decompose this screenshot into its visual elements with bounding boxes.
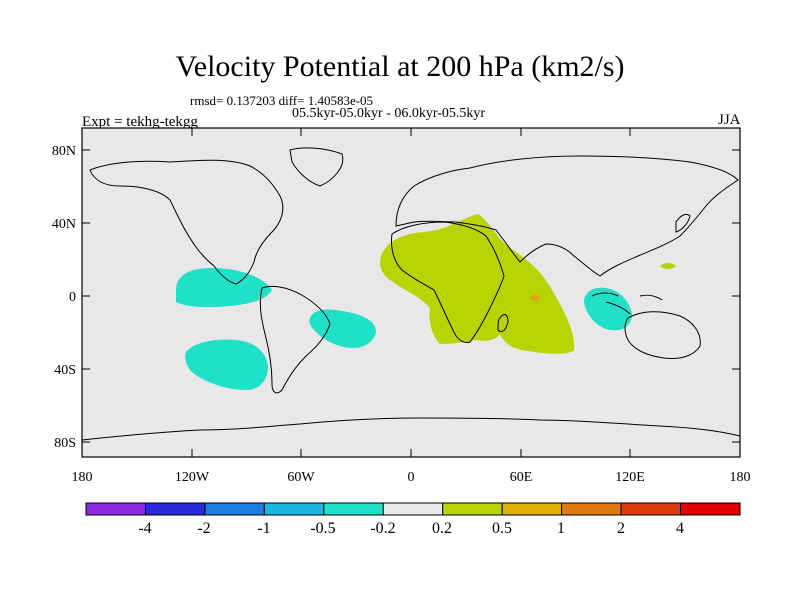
positive-strong-regions (530, 295, 540, 301)
coastline-greenland (289, 147, 344, 187)
colorbar-label: -1 (257, 520, 270, 537)
positive-strong-spot (530, 295, 540, 301)
colorbar-swatch (620, 502, 682, 516)
map-title: Velocity Potential at 200 hPa (km2/s) (175, 50, 625, 83)
season-label: JJA (718, 112, 741, 128)
colorbar-label: -0.5 (310, 520, 335, 537)
periods-label: 05.5kyr-05.0kyr - 06.0kyr-05.5kyr (292, 106, 486, 121)
negative-region-east-pacific (176, 268, 272, 308)
colorbar-label: 4 (676, 520, 684, 537)
lat-label: 40S (54, 363, 76, 378)
colorbar-label: -2 (197, 520, 210, 537)
lon-label: 120W (175, 470, 210, 485)
colorbar-swatch (501, 502, 563, 516)
colorbar (85, 502, 741, 516)
colorbar-swatch (323, 502, 384, 516)
colorbar-label: 0.5 (492, 520, 512, 537)
positive-region-west-pacific (660, 263, 676, 269)
coastline-south-america (259, 285, 331, 394)
colorbar-swatch (442, 502, 503, 516)
negative-anomaly-regions (176, 268, 632, 390)
stats-label: rmsd= 0.137203 diff= 1.40583e-05 (190, 93, 374, 108)
negative-region-south-pacific (185, 339, 268, 390)
colorbar-swatch (382, 502, 444, 516)
lon-label: 180 (730, 470, 751, 485)
colorbar-swatch (85, 502, 146, 516)
colorbar-label: -0.2 (370, 520, 395, 537)
lat-label: 80S (54, 436, 76, 451)
coastline-madagascar (497, 314, 509, 333)
coastline-japan (675, 213, 691, 233)
negative-region-south-atlantic (309, 309, 376, 348)
colorbar-swatch (144, 502, 206, 516)
coastline-antarctica (81, 417, 741, 441)
colorbar-swatch (561, 502, 622, 516)
latitude-labels: 80N 40N 0 40S 80S (52, 144, 76, 451)
colorbar-label: 2 (617, 520, 625, 537)
positive-anomaly-regions (380, 214, 676, 354)
lat-label: 0 (69, 290, 76, 305)
positive-region-africa-indian-ocean (380, 214, 575, 354)
coastline-maritime-continent (591, 292, 663, 315)
coastline-africa (391, 221, 505, 343)
colorbar-swatch (680, 502, 741, 516)
colorbar-swatch (204, 502, 265, 516)
coastline-eurasia (395, 155, 739, 277)
coastline-australia (624, 311, 701, 359)
lat-label: 40N (52, 217, 76, 232)
colorbar-swatch (263, 502, 325, 516)
coastlines (81, 147, 741, 441)
colorbar-labels: -4 -2 -1 -0.5 -0.2 0.2 0.5 1 2 4 (138, 520, 684, 537)
experiment-label: Expt = tekhg-tekgg (82, 114, 198, 130)
longitude-labels: 180 120W 60W 0 60E 120E 180 (72, 470, 751, 485)
lon-label: 120E (615, 470, 645, 485)
colorbar-label: 1 (557, 520, 565, 537)
lon-label: 180 (72, 470, 93, 485)
map-ticks (81, 128, 741, 457)
lon-label: 60W (287, 470, 315, 485)
lat-label: 80N (52, 144, 76, 159)
negative-region-maritime-continent (584, 287, 632, 331)
coastline-north-america (89, 159, 284, 285)
colorbar-label: -4 (138, 520, 151, 537)
lon-label: 60E (510, 470, 533, 485)
colorbar-label: 0.2 (432, 520, 452, 537)
lon-label: 0 (408, 470, 415, 485)
